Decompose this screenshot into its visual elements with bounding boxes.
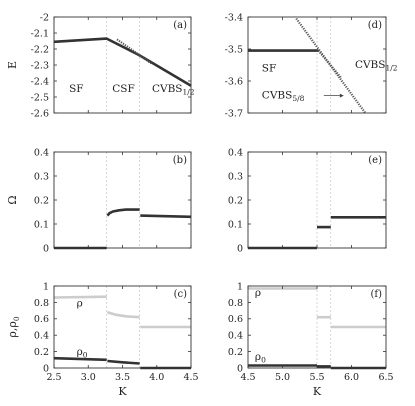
plot-frame xyxy=(53,16,192,114)
y-tick-label: -3.5 xyxy=(225,44,243,55)
y-tick-label: -2.2 xyxy=(31,44,49,55)
y-tick-label: -2.3 xyxy=(31,60,49,71)
y-tick-label: 0 xyxy=(43,243,49,254)
x-tick-label: 3.5 xyxy=(115,372,130,383)
y-tick-label: 1 xyxy=(43,281,49,292)
y-tick-label: 0.2 xyxy=(228,195,243,206)
y-axis-label: E xyxy=(6,61,19,69)
annotation-label: ρ xyxy=(77,298,83,310)
x-tick-label: 4.5 xyxy=(240,372,255,383)
y-tick-label: 0.4 xyxy=(34,331,49,342)
y-tick-label: -3.7 xyxy=(225,108,243,119)
y-axis-label: Ω xyxy=(6,195,19,204)
x-tick-label: 6.0 xyxy=(344,372,359,383)
annotation-arrow-head xyxy=(339,93,344,98)
panel-label: (f) xyxy=(370,289,382,300)
y-tick-label: 0.6 xyxy=(228,314,243,325)
x-tick-label: 2.5 xyxy=(46,372,61,383)
data-series-line xyxy=(53,356,107,362)
y-tick-label: 0.1 xyxy=(228,219,243,230)
x-tick-label: 5.5 xyxy=(309,372,324,383)
data-series-line xyxy=(107,359,140,365)
annotation-label: SF xyxy=(262,62,276,74)
panel-d: -3.4 -3.5 -3.6 -3.7 (d) SF CVBS1/2 CVBS5/8 xyxy=(225,12,398,119)
y-axis-label-subscript: 0 xyxy=(12,316,21,321)
annotation-label: CSF xyxy=(112,83,135,95)
y-tick-label: 0.8 xyxy=(228,298,243,309)
y-tick-label: 0.4 xyxy=(34,147,49,158)
data-series-line xyxy=(106,208,140,217)
annotation-label: SF xyxy=(69,83,83,95)
y-tick-label: 0.4 xyxy=(228,147,243,158)
y-tick-label: 0 xyxy=(43,363,49,374)
y-tick-label: 0.3 xyxy=(34,171,49,182)
y-tick-label: 0.4 xyxy=(228,331,243,342)
annotation-subscript: 0 xyxy=(261,355,266,364)
panel-b: 0 0.1 0.2 0.3 0.4 (b) Ω xyxy=(6,147,192,254)
data-series-line xyxy=(53,295,107,299)
y-axis-label: ρ,ρ0 xyxy=(6,316,21,337)
data-series-line xyxy=(317,49,342,79)
panel-label: (a) xyxy=(173,20,187,31)
data-series-line xyxy=(53,37,192,87)
panel-f: 0 0.2 0.4 0.6 0.8 1 4.5 5.0 5.5 6.0 6.5 (f) Kρ ρ0 xyxy=(228,281,394,398)
y-tick-label: 0.1 xyxy=(34,219,49,230)
panel-c: 0 0.2 0.4 0.6 0.8 1 2.5 3.0 3.5 4.0 4.5 (c) ρ,ρ0 Kρ ρ0 xyxy=(6,281,199,398)
panel-label: (b) xyxy=(173,155,187,166)
x-tick-label: 5.0 xyxy=(275,372,290,383)
annotation-label: CVBS1/2 xyxy=(355,59,398,73)
annotation-label: CVBS5/8 xyxy=(262,90,305,104)
x-tick-label: 6.5 xyxy=(378,372,393,383)
y-tick-label: 1 xyxy=(237,281,243,292)
y-tick-label: -2.5 xyxy=(31,92,49,103)
panel-label: (e) xyxy=(368,155,382,166)
y-tick-label: 0.6 xyxy=(34,314,49,325)
annotation-subscript: 5/8 xyxy=(292,94,304,103)
data-series-line xyxy=(107,310,140,319)
annotation-subscript: 1/2 xyxy=(385,64,397,73)
annotation-label: ρ xyxy=(255,287,261,299)
y-tick-label: -3.6 xyxy=(225,76,243,87)
x-tick-label: 4.5 xyxy=(183,372,198,383)
y-tick-label: -2.1 xyxy=(31,28,49,39)
y-tick-label: 0.8 xyxy=(34,298,49,309)
x-tick-label: 4.0 xyxy=(149,372,164,383)
y-tick-label: 0.3 xyxy=(228,171,243,182)
panel-e: 0 0.1 0.2 0.3 0.4 (e) xyxy=(228,147,387,254)
annotation-subscript: 1/2 xyxy=(182,88,194,97)
y-tick-label: -3.4 xyxy=(225,12,243,23)
panel-a: -2-2.1-2.2-2.3-2.4-2.5-2.6(a)ESF CSF CVBS1… xyxy=(6,12,195,119)
y-tick-label: 0 xyxy=(237,363,243,374)
panel-label: (c) xyxy=(174,289,188,300)
plot-frame xyxy=(53,151,192,249)
y-tick-label: -2.6 xyxy=(31,108,49,119)
annotation-label: ρ0 xyxy=(77,346,88,360)
annotation-label: ρ0 xyxy=(255,351,266,365)
data-series-line xyxy=(140,214,192,219)
y-tick-label: 0 xyxy=(237,243,243,254)
panel-label: (d) xyxy=(368,20,382,31)
y-tick-label: -2 xyxy=(40,12,49,23)
x-tick-label: 3.0 xyxy=(81,372,96,383)
y-tick-label: 0.2 xyxy=(34,195,49,206)
y-tick-label: -2.4 xyxy=(31,76,49,87)
x-axis-label: K xyxy=(118,385,127,398)
y-tick-label: 0.2 xyxy=(228,347,243,358)
y-tick-label: 0.2 xyxy=(34,347,49,358)
annotation-subscript: 0 xyxy=(83,350,88,359)
x-axis-label: K xyxy=(313,385,322,398)
